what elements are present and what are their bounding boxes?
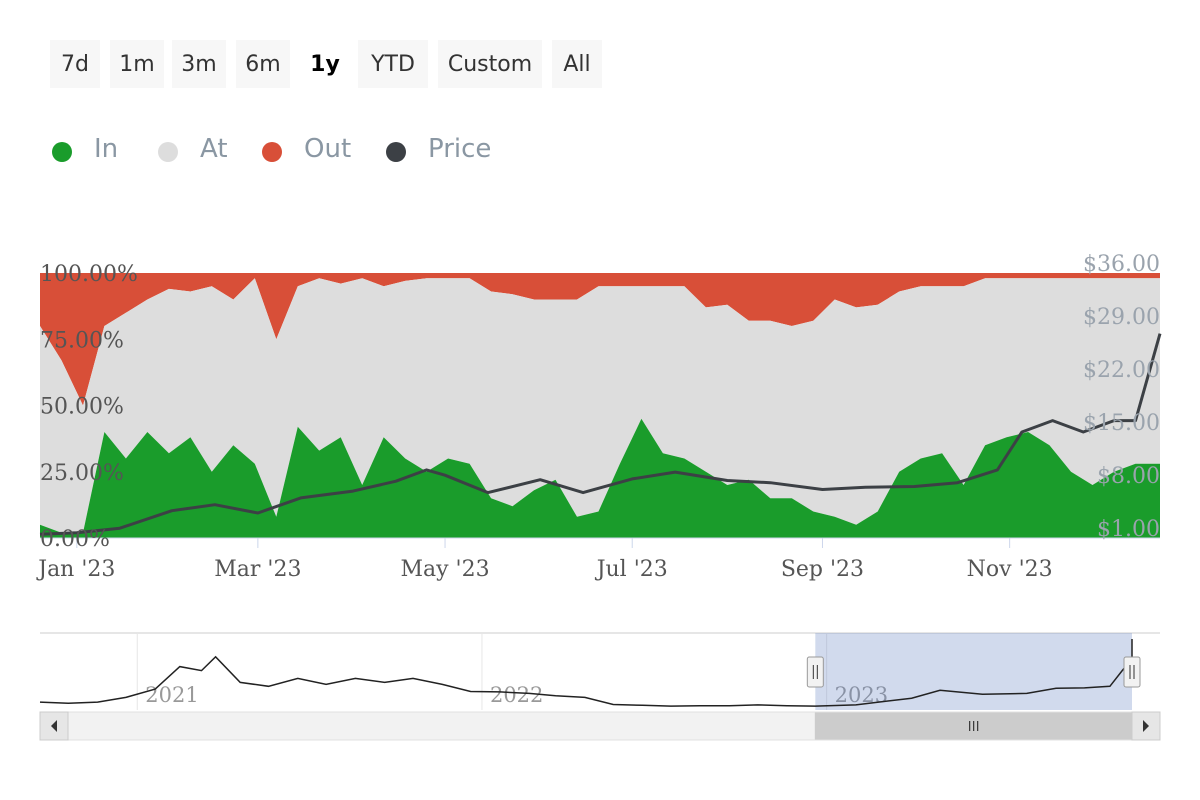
scrollbar-thumb[interactable]: [814, 712, 1133, 740]
y-right-tick-label: $36.00: [1083, 252, 1160, 277]
y-right-tick-label: $29.00: [1083, 305, 1160, 330]
plot-area: Jan '23 Mar '23 May '23 Jul '23 Sep '23 Nov '…: [36, 252, 1162, 582]
legend-label: Price: [428, 134, 492, 164]
range-button-1y[interactable]: 1y: [300, 40, 350, 88]
navigator-year-label: 2023: [835, 683, 888, 707]
y-left-tick-label: 100.00%: [40, 262, 138, 287]
x-tick-label: Jul '23: [595, 557, 668, 582]
x-tick-label: May '23: [400, 557, 489, 582]
y-right-tick-label: $1.00: [1097, 517, 1160, 542]
navigator-handle-right[interactable]: [1123, 656, 1141, 688]
y-right-tick-label: $8.00: [1097, 464, 1160, 489]
x-tick-label: Jan '23: [36, 557, 115, 582]
navigator-handle-left[interactable]: [806, 656, 824, 688]
y-left-tick-label: 25.00%: [40, 461, 124, 486]
y-right-tick-label: $22.00: [1083, 358, 1160, 383]
x-tick-label: Mar '23: [214, 557, 301, 582]
navigator: 2021 2022 2023: [39, 632, 1161, 741]
chevron-left-icon: [51, 720, 57, 732]
chevron-right-icon: [1143, 720, 1149, 732]
y-left-tick-label: 0.00%: [40, 527, 110, 552]
range-button-custom[interactable]: Custom: [438, 40, 542, 88]
x-tick-label: Sep '23: [781, 557, 864, 582]
navigator-selection[interactable]: [815, 633, 1132, 710]
range-button-1m[interactable]: 1m: [110, 40, 164, 88]
navigator-year-label: 2022: [490, 683, 543, 707]
legend-dot-icon: [52, 142, 72, 162]
legend-dot-icon: [158, 142, 178, 162]
navigator-year-label: 2021: [145, 683, 198, 707]
scroll-left-button[interactable]: [39, 711, 69, 741]
legend-label: In: [94, 134, 119, 164]
legend-dot-icon: [262, 142, 282, 162]
area-at: [40, 278, 1160, 533]
main-chart: Jan '23 Mar '23 May '23 Jul '23 Sep '23 Nov '…: [36, 252, 1162, 582]
y-left-tick-label: 50.00%: [40, 395, 124, 420]
area-in: [40, 418, 1160, 538]
area-out: [40, 273, 1160, 406]
scroll-right-button[interactable]: [1131, 711, 1161, 741]
range-button-ytd[interactable]: YTD: [358, 40, 428, 88]
range-button-7d[interactable]: 7d: [50, 40, 100, 88]
range-button-3m[interactable]: 3m: [172, 40, 226, 88]
legend-label: At: [200, 134, 228, 164]
x-tick-label: Nov '23: [967, 557, 1053, 582]
legend-label: Out: [304, 134, 352, 164]
navigator-price-line: [39, 639, 1133, 707]
y-right-tick-label: $15.00: [1083, 411, 1160, 436]
navigator-plot: 2021 2022 2023: [39, 632, 1161, 741]
legend-dot-icon: [386, 142, 406, 162]
range-button-6m[interactable]: 6m: [236, 40, 290, 88]
price-line: [39, 333, 1162, 536]
y-left-tick-label: 75.00%: [40, 328, 124, 353]
range-button-all[interactable]: All: [552, 40, 602, 88]
